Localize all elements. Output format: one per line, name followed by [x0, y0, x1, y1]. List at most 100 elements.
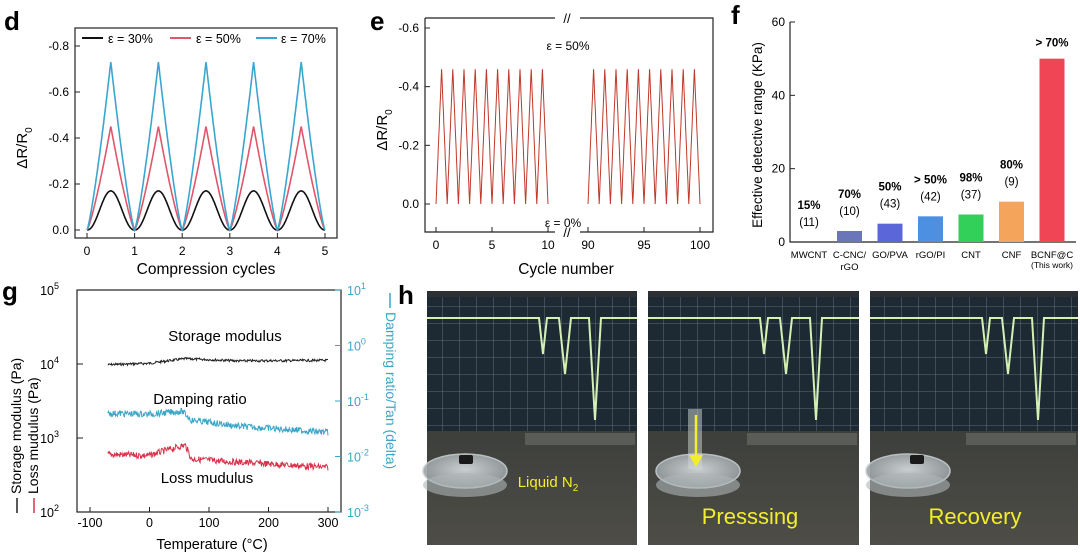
f-category-label: MWCNT: [791, 250, 828, 261]
panel-e: e // // -0.6 -0.4 -0.2 0.0 0 5 10 90 95 100 ε = …: [370, 6, 714, 278]
f-bar: [999, 201, 1024, 242]
panel-f-bars: 15% (11) MWCNT 70% (10) C-CNC/rGO 50% (43) GO/PV…: [791, 38, 1074, 273]
panel-d-frame: [74, 27, 338, 239]
panel-e-break-bottom: //: [563, 225, 571, 240]
f-ref-label: (11): [799, 217, 819, 229]
d-xtick-label: 4: [274, 244, 281, 258]
panel-f-letter: f: [731, 0, 740, 30]
photo-3: Recovery: [865, 291, 1078, 545]
d-ytick-label: -0.6: [48, 85, 69, 99]
e-ytick-label: 0.0: [402, 197, 419, 211]
f-category-label: CNT: [961, 250, 981, 261]
g-series-damping: [107, 407, 329, 436]
f-category-label: BCNF@C: [1031, 250, 1074, 261]
photo-label-3: Recovery: [929, 504, 1022, 529]
d-xtick-label: 1: [131, 244, 138, 258]
f-strain-label: 80%: [1000, 160, 1023, 172]
g-right-tick-label: 101: [347, 281, 366, 298]
f-ytick-label: 60: [772, 15, 786, 29]
panel-g-letter: g: [2, 276, 18, 306]
e-ytick-label: -0.6: [398, 21, 419, 35]
panel-g-left-ylabel-2-wrap: Loss mudulus (Pa): [25, 377, 41, 513]
g-series-loss: [107, 442, 329, 472]
signal-trace: [870, 317, 1078, 421]
instrument-panel: [747, 433, 857, 445]
g-xtick-label: -100: [77, 516, 102, 530]
g-left-tick-label: 102: [40, 503, 59, 520]
sensor-sample: [459, 455, 473, 464]
panel-e-ylabel-main: ΔR/R: [374, 115, 391, 151]
g-left-tick-label: 104: [40, 355, 59, 372]
svg-text:ΔR/R0: ΔR/R0: [14, 127, 35, 169]
g-right-tick-label: 100: [347, 337, 366, 354]
panel-d-ylabel-main: ΔR/R: [14, 133, 31, 169]
e-xtick-label: 100: [690, 238, 710, 252]
svg-text:ΔR/R0: ΔR/R0: [374, 109, 395, 151]
photo-1: Liquid N2: [422, 291, 637, 545]
legend-label-70: ε = 70%: [281, 32, 326, 46]
panel-g-xticks: -100 0 100 200 300: [77, 507, 338, 530]
f-ytick-label: 0: [778, 235, 785, 249]
panel-g-right-yticks: 10-3 10-2 10-1 100 101: [335, 281, 369, 520]
e-xtick-label: 10: [541, 238, 555, 252]
f-ytick-label: 20: [772, 162, 786, 176]
panel-g-xlabel: Temperature (°C): [156, 537, 267, 553]
panel-d-legend: ε = 30% ε = 50% ε = 70%: [82, 32, 326, 46]
panel-e-ylabel: ΔR/R0: [374, 109, 395, 151]
panel-g-label-damping: Damping ratio: [153, 391, 246, 408]
panel-e-ylabel-sub: 0: [384, 109, 395, 115]
d-xtick-label: 2: [179, 244, 186, 258]
f-strain-label: 15%: [797, 200, 820, 212]
photo-2: Presssing: [648, 291, 859, 545]
panel-e-xticks: 0 5 10 90 95 100: [433, 227, 710, 252]
panel-e-break-top: //: [563, 11, 571, 26]
e-xtick-label: 5: [489, 238, 496, 252]
f-category-label: (This work): [1031, 260, 1073, 270]
g-right-tick-label: 10-1: [347, 392, 369, 409]
f-strain-label: > 70%: [1036, 38, 1069, 50]
g-left-tick-label: 103: [40, 429, 59, 446]
panel-g-curves: [107, 356, 329, 472]
panel-e-yticks: -0.6 -0.4 -0.2 0.0: [398, 21, 430, 211]
panel-g: g 102 103 104 105 10-3 10-2 10-1 100 101 -100 0 1…: [2, 276, 399, 553]
d-xtick-label: 5: [322, 244, 329, 258]
d-series-3: [86, 62, 326, 233]
f-bar: [1039, 58, 1065, 242]
panel-f: f 0 20 40 60 15% (11) MWCNT 70% (10) C-CNC/rGO 50…: [731, 0, 1076, 273]
f-ref-label: (43): [880, 199, 901, 211]
petri-dish-base: [656, 473, 740, 497]
f-ref-label: (9): [1004, 177, 1018, 189]
g-right-tick-label: 10-2: [347, 448, 369, 465]
e-ytick-label: -0.4: [398, 80, 419, 94]
panel-e-annotation-bottom: ε = 0%: [545, 216, 582, 230]
legend-label-50: ε = 50%: [196, 32, 241, 46]
panel-d: d -0.8 -0.6 -0.4 -0.2 0.0 0 1 2 3 4 5 ε = 30% ε =…: [4, 6, 338, 278]
d-series-1: [87, 190, 325, 231]
oscilloscope-grid: [427, 297, 637, 431]
panel-d-curves: [86, 62, 326, 233]
f-ref-label: (37): [961, 190, 982, 202]
panel-g-left-ylabel-1: Storage modulus (Pa): [8, 358, 24, 494]
panel-e-frame: [424, 17, 714, 233]
d-xtick-label: 0: [84, 244, 91, 258]
panel-f-yticks: 0 20 40 60: [772, 15, 795, 249]
legend-label-30: ε = 30%: [108, 32, 153, 46]
e-series-cycles-90-100: [587, 69, 701, 205]
f-category-label: CNF: [1002, 250, 1022, 261]
panel-d-letter: d: [4, 6, 20, 36]
f-category-label: GO/PVA: [872, 250, 908, 261]
panel-d-ylabel-sub: 0: [24, 127, 35, 133]
petri-dish-base: [423, 473, 507, 497]
oscilloscope-grid: [648, 297, 859, 431]
f-strain-label: 70%: [838, 189, 861, 201]
g-xtick-label: 200: [258, 516, 279, 530]
panel-e-xlabel: Cycle number: [518, 261, 614, 278]
d-ytick-label: -0.2: [48, 177, 69, 191]
e-ytick-label: -0.2: [398, 138, 419, 152]
panel-e-curves: [435, 69, 701, 205]
panel-d-yticks: -0.8 -0.6 -0.4 -0.2 0.0: [48, 39, 80, 237]
signal-trace: [427, 317, 637, 421]
petri-dish-base: [866, 473, 950, 497]
f-ref-label: (42): [920, 191, 941, 203]
